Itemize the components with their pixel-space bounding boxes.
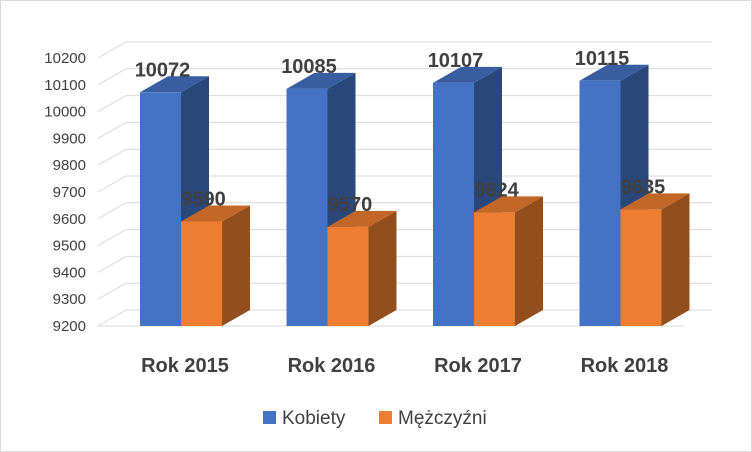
y-tick-label: 9900	[53, 130, 86, 147]
bar-front	[620, 209, 662, 326]
y-tick-label: 10100	[44, 77, 86, 94]
y-tick-label: 9200	[53, 318, 86, 335]
bar-side	[368, 210, 397, 326]
gridline	[97, 148, 712, 166]
x-tick-label: Rok 2016	[288, 355, 376, 377]
bar-front	[579, 80, 621, 326]
bar-mezczyzni-1	[327, 210, 397, 326]
bar-side	[222, 205, 250, 326]
bar-mezczyzni-2	[474, 196, 543, 326]
y-tick-label: 9800	[53, 157, 86, 174]
legend-item-mezczyzni: Mężczyźni	[379, 408, 487, 429]
bar-top	[579, 64, 649, 81]
data-label: 10085	[281, 56, 337, 78]
legend-item-kobiety: Kobiety	[263, 408, 346, 429]
y-tick-label: 9300	[53, 291, 86, 308]
data-label: 9570	[328, 194, 373, 216]
bar-top	[433, 66, 502, 83]
bar-front	[327, 226, 369, 326]
bars: 10072 9590 10085 9570 10107 9624 10115 9635	[135, 48, 690, 326]
bar-mezczyzni-3	[620, 193, 690, 326]
bar-top	[620, 193, 690, 210]
gridline	[97, 68, 712, 86]
gridline	[97, 41, 712, 59]
x-axis: Rok 2015 Rok 2016 Rok 2017 Rok 2018	[141, 355, 668, 377]
y-tick-label: 10000	[44, 104, 86, 121]
data-label: 9590	[181, 188, 226, 210]
bar-side	[515, 196, 543, 326]
bar-top	[286, 72, 356, 89]
data-label: 9624	[474, 179, 519, 201]
x-tick-label: Rok 2018	[581, 355, 669, 377]
bar-front	[286, 88, 328, 326]
y-tick-label: 9600	[53, 211, 86, 228]
y-axis: 9200 9300 9400 9500 9600 9700 9800 9900 10000 101…	[44, 50, 86, 335]
bar-front	[181, 221, 222, 326]
legend: Kobiety Mężczyźni	[263, 408, 487, 429]
legend-swatch	[379, 411, 392, 424]
bar-side	[661, 193, 690, 326]
bar-top	[327, 210, 397, 227]
legend-label: Kobiety	[282, 408, 346, 429]
bar-top	[181, 205, 250, 222]
gridline	[97, 175, 712, 193]
data-label: 10072	[135, 59, 191, 81]
y-tick-label: 9500	[53, 238, 86, 255]
y-tick-label: 10200	[44, 50, 86, 67]
x-tick-label: Rok 2015	[141, 355, 229, 377]
data-label: 10107	[428, 50, 484, 72]
bar-front	[474, 212, 515, 326]
bar-top	[474, 196, 543, 213]
y-tick-label: 9700	[53, 184, 86, 201]
data-label: 9635	[621, 176, 666, 198]
gridline	[97, 95, 712, 113]
bar-top	[140, 76, 209, 93]
bar-front	[140, 92, 181, 326]
legend-label: Mężczyźni	[398, 408, 487, 429]
legend-swatch	[263, 411, 276, 424]
bar-front	[433, 82, 474, 326]
gridline	[97, 121, 712, 139]
y-tick-label: 9400	[53, 264, 86, 281]
data-label: 10115	[575, 48, 630, 70]
x-tick-label: Rok 2017	[434, 355, 522, 377]
bar-mezczyzni-0	[181, 205, 250, 326]
